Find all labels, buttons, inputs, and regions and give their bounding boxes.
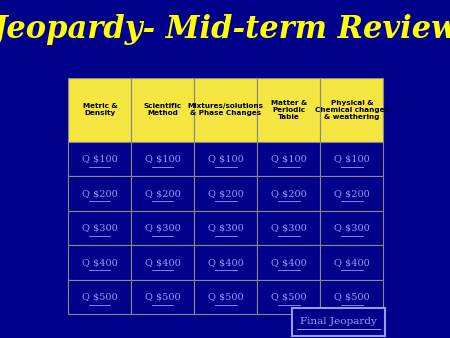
- Text: Matter &
Periodic
Table: Matter & Periodic Table: [271, 100, 307, 120]
- Text: Q $300: Q $300: [334, 224, 370, 233]
- FancyBboxPatch shape: [320, 211, 383, 245]
- Text: Q $500: Q $500: [82, 293, 117, 301]
- FancyBboxPatch shape: [131, 280, 194, 314]
- FancyBboxPatch shape: [131, 211, 194, 245]
- Text: Final Jeopardy: Final Jeopardy: [300, 317, 377, 327]
- FancyBboxPatch shape: [131, 142, 194, 176]
- FancyBboxPatch shape: [292, 308, 385, 336]
- FancyBboxPatch shape: [194, 245, 257, 280]
- Text: Q $400: Q $400: [271, 258, 307, 267]
- Text: Q $200: Q $200: [271, 189, 307, 198]
- FancyBboxPatch shape: [194, 142, 257, 176]
- FancyBboxPatch shape: [320, 176, 383, 211]
- Text: Q $100: Q $100: [82, 155, 118, 164]
- FancyBboxPatch shape: [194, 78, 257, 142]
- FancyBboxPatch shape: [257, 78, 320, 142]
- Text: Q $300: Q $300: [145, 224, 181, 233]
- FancyBboxPatch shape: [131, 245, 194, 280]
- Text: Q $400: Q $400: [334, 258, 370, 267]
- Text: Q $300: Q $300: [271, 224, 307, 233]
- FancyBboxPatch shape: [131, 78, 194, 142]
- FancyBboxPatch shape: [194, 211, 257, 245]
- Text: Mixtures/solutions
& Phase Changes: Mixtures/solutions & Phase Changes: [188, 103, 264, 116]
- Text: Q $100: Q $100: [208, 155, 244, 164]
- FancyBboxPatch shape: [194, 280, 257, 314]
- Text: Q $500: Q $500: [271, 293, 306, 301]
- FancyBboxPatch shape: [194, 176, 257, 211]
- FancyBboxPatch shape: [257, 142, 320, 176]
- FancyBboxPatch shape: [320, 245, 383, 280]
- Text: Q $400: Q $400: [82, 258, 118, 267]
- FancyBboxPatch shape: [68, 280, 131, 314]
- FancyBboxPatch shape: [257, 176, 320, 211]
- FancyBboxPatch shape: [68, 142, 131, 176]
- Text: Metric &
Density: Metric & Density: [82, 103, 117, 116]
- Text: Q $300: Q $300: [208, 224, 244, 233]
- Text: Physical &
Chemical changes
& weathering: Physical & Chemical changes & weathering: [315, 100, 389, 120]
- FancyBboxPatch shape: [68, 245, 131, 280]
- FancyBboxPatch shape: [257, 245, 320, 280]
- FancyBboxPatch shape: [68, 211, 131, 245]
- Text: Q $200: Q $200: [334, 189, 370, 198]
- FancyBboxPatch shape: [320, 78, 383, 142]
- Text: Q $400: Q $400: [208, 258, 244, 267]
- Text: Q $400: Q $400: [145, 258, 181, 267]
- FancyBboxPatch shape: [320, 142, 383, 176]
- Text: Jeopardy- Mid-term Review: Jeopardy- Mid-term Review: [0, 14, 450, 45]
- Text: Q $300: Q $300: [82, 224, 118, 233]
- FancyBboxPatch shape: [257, 211, 320, 245]
- FancyBboxPatch shape: [68, 78, 131, 142]
- Text: Q $200: Q $200: [208, 189, 244, 198]
- Text: Q $200: Q $200: [145, 189, 181, 198]
- FancyBboxPatch shape: [320, 280, 383, 314]
- Text: Q $500: Q $500: [334, 293, 369, 301]
- Text: Scientific
Method: Scientific Method: [144, 103, 182, 116]
- Text: Q $500: Q $500: [208, 293, 243, 301]
- FancyBboxPatch shape: [257, 280, 320, 314]
- Text: Q $200: Q $200: [82, 189, 118, 198]
- FancyBboxPatch shape: [131, 176, 194, 211]
- Text: Q $100: Q $100: [145, 155, 181, 164]
- Text: Q $100: Q $100: [271, 155, 307, 164]
- Text: Q $500: Q $500: [145, 293, 180, 301]
- FancyBboxPatch shape: [68, 176, 131, 211]
- Text: Q $100: Q $100: [334, 155, 370, 164]
